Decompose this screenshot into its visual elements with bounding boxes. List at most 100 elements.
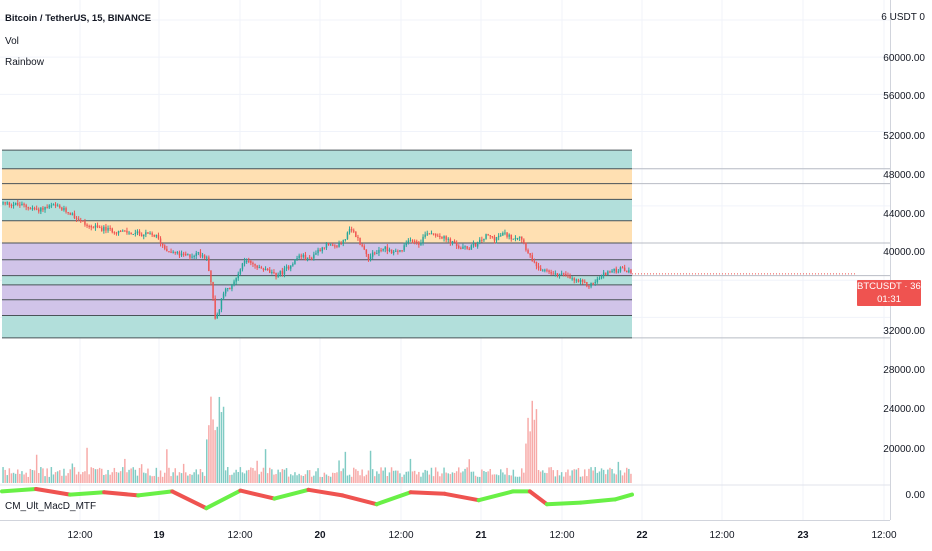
volume-bar (77, 471, 80, 483)
volume-bar (458, 467, 460, 483)
volume-legend[interactable]: Vol (5, 36, 19, 47)
volume-bar (153, 475, 155, 483)
volume-bar (439, 476, 441, 483)
volume-bar (340, 471, 342, 483)
volume-bar (216, 426, 218, 483)
volume-bar (271, 469, 273, 483)
volume-bar (577, 467, 580, 483)
volume-bar (61, 475, 63, 483)
candle-body (250, 261, 252, 263)
symbol-legend[interactable]: Bitcoin / TetherUS, 15, BINANCE (5, 13, 152, 24)
candle-body (94, 225, 97, 228)
volume-bar (269, 467, 271, 483)
volume-bar (212, 419, 214, 483)
candle-body (182, 253, 185, 255)
volume-bar (588, 468, 590, 483)
candle-body (332, 244, 334, 246)
candle-body (437, 235, 439, 237)
candle-body (75, 217, 78, 219)
volume-bar (94, 469, 97, 483)
rainbow-legend[interactable]: Rainbow (5, 57, 44, 68)
volume-bar (350, 476, 353, 483)
candle-body (227, 288, 229, 290)
volume-bar (621, 475, 624, 483)
volume-bar (334, 473, 336, 483)
candle-body (476, 242, 479, 247)
price-axis-label: 32000.00 (883, 326, 925, 337)
time-axis-label: 12:00 (227, 530, 253, 541)
candle-body (298, 255, 300, 259)
candle-body (359, 237, 361, 245)
volume-bar (357, 470, 359, 483)
candle-body (218, 309, 221, 315)
macd-line-segment (68, 490, 107, 497)
candle-body (191, 256, 193, 258)
candle-body (119, 231, 122, 233)
volume-bar (117, 472, 120, 483)
candle-body (35, 208, 38, 210)
volume-bar (504, 474, 506, 483)
volume-bar (531, 400, 533, 483)
candle-body (101, 227, 103, 231)
volume-bar (63, 468, 65, 483)
volume-bar (548, 467, 550, 483)
volume-bar (157, 476, 160, 483)
volume-bar (119, 471, 122, 483)
volume-bar (170, 476, 172, 483)
candle-body (256, 265, 258, 268)
candle-body (271, 272, 273, 274)
candle-body (164, 245, 166, 249)
volume-bar (96, 469, 99, 483)
macd-line-segment (374, 490, 413, 507)
time-axis[interactable]: 12:00 19 12:00 20 12:00 21 12:00 22 12:0… (0, 520, 897, 551)
volume-bar (40, 467, 42, 483)
candle-body (161, 243, 164, 246)
candle-body (208, 257, 210, 272)
candle-body (176, 252, 179, 254)
volume-bar (281, 469, 284, 483)
candle-body (542, 270, 544, 272)
volume-bar (292, 475, 294, 483)
volume-bar (500, 469, 502, 483)
candle-body (348, 229, 351, 233)
candle-body (502, 233, 504, 236)
macd-line-segment (204, 488, 243, 511)
volume-bar (275, 474, 277, 483)
volume-bar (537, 469, 540, 483)
volume-bar (567, 469, 569, 483)
candle-body (487, 234, 489, 236)
candle-body (300, 255, 302, 257)
candle-body (365, 249, 368, 255)
candle-body (302, 254, 305, 257)
candle-body (338, 243, 340, 247)
time-axis-day-label: 21 (475, 530, 487, 541)
macd-legend[interactable]: CM_Ult_MacD_MTF (5, 501, 97, 512)
volume-bar (296, 475, 298, 483)
volume-bar (384, 467, 386, 483)
time-axis-day-label: 20 (314, 530, 326, 541)
volume-bar (124, 458, 126, 483)
candle-body (128, 232, 130, 234)
volume-bar (67, 473, 69, 483)
volume-bar (252, 468, 254, 483)
candle-body (449, 238, 452, 244)
volume-bar (600, 468, 603, 483)
volume-bar (233, 472, 235, 483)
volume-bar (323, 472, 326, 483)
candle-body (315, 253, 317, 255)
candle-body (281, 271, 284, 275)
candle-body (550, 271, 552, 274)
candle-body (243, 261, 246, 264)
price-axis[interactable]: 6 USDT 0 60000.00 56000.00 52000.00 4800… (881, 0, 932, 520)
volume-bar (38, 473, 40, 483)
volume-bar (495, 474, 498, 483)
candle-body (23, 203, 25, 206)
volume-bar (176, 475, 179, 483)
volume-bar (409, 458, 412, 483)
volume-bar (466, 467, 468, 483)
volume-bar (21, 471, 23, 483)
candle-body (40, 207, 42, 212)
volume-bar (630, 473, 632, 483)
volume-bar (258, 474, 260, 483)
